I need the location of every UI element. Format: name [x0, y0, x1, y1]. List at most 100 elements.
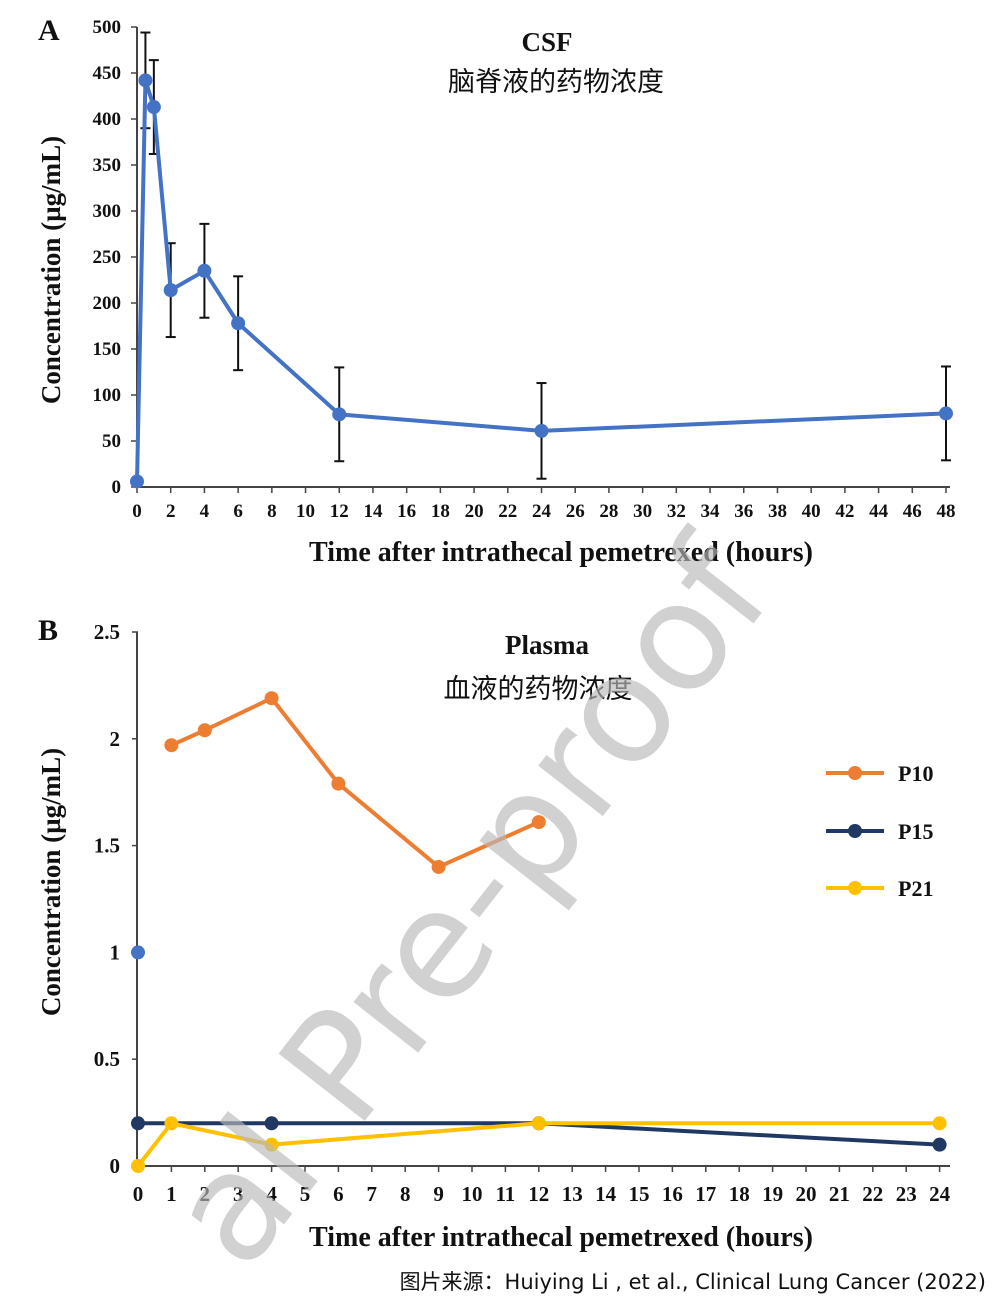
x-tick-label: 0 [132, 501, 142, 522]
y-tick-label: 350 [93, 155, 122, 176]
y-tick-label: 2 [110, 727, 121, 751]
x-tick-label: 5 [300, 1182, 311, 1206]
p10-legend-marker [848, 766, 862, 780]
x-tick-label: 20 [796, 1182, 817, 1206]
y-tick-label: 100 [93, 385, 122, 406]
y-tick-label: 500 [93, 17, 122, 38]
panel-a-label: A [38, 14, 60, 47]
x-tick-label: 17 [695, 1182, 716, 1206]
p21-data-point [164, 1116, 179, 1131]
p10-data-point [431, 859, 446, 874]
panel-a-subtitle: 脑脊液的药物浓度 [448, 67, 664, 98]
x-tick-label: 2 [200, 1182, 211, 1206]
x-tick-label: 38 [768, 501, 787, 522]
p10-legend-label: P10 [898, 761, 933, 786]
panel-b: B Plasma 血液的药物浓度 Concentration (µg/mL) T… [36, 614, 951, 1253]
x-tick-label: 12 [528, 1182, 549, 1206]
p15-data-point [932, 1137, 947, 1152]
x-tick-label: 21 [829, 1182, 850, 1206]
panel-b-legend: P10 P15 P21 [826, 761, 933, 901]
y-tick-label: 200 [93, 293, 122, 314]
x-tick-label: 20 [465, 501, 484, 522]
panel-b-subtitle: 血液的药物浓度 [444, 674, 633, 705]
y-tick-label: 1 [110, 940, 121, 964]
csf-data-point [231, 316, 246, 331]
p15-data-point [131, 1116, 145, 1131]
x-tick-label: 14 [595, 1182, 617, 1206]
x-tick-label: 8 [400, 1182, 411, 1206]
csf-data-point [197, 263, 212, 278]
panel-b-title: Plasma [505, 630, 589, 660]
x-tick-label: 4 [200, 501, 210, 522]
x-tick-label: 4 [266, 1182, 277, 1206]
x-tick-label: 42 [835, 501, 854, 522]
y-tick-label: 2.5 [94, 620, 120, 644]
x-tick-label: 11 [495, 1182, 515, 1206]
csf-data-point [534, 423, 549, 438]
x-tick-label: 28 [599, 501, 618, 522]
y-tick-label: 0 [110, 1154, 121, 1178]
x-tick-label: 34 [701, 501, 721, 522]
p21-legend-label: P21 [898, 876, 933, 901]
x-tick-label: 3 [233, 1182, 244, 1206]
x-tick-label: 24 [929, 1182, 951, 1206]
x-tick-label: 8 [267, 501, 277, 522]
panel-b-y-axis-label: Concentration (µg/mL) [36, 748, 66, 1016]
image-credit: 图片来源：Huiying Li , et al., Clinical Lung … [399, 1270, 986, 1294]
p21-legend-marker [848, 881, 862, 895]
p15-data-point [264, 1116, 279, 1131]
x-tick-label: 9 [433, 1182, 444, 1206]
x-tick-label: 30 [633, 501, 652, 522]
x-tick-label: 0 [133, 1182, 144, 1206]
x-tick-label: 16 [397, 501, 416, 522]
y-tick-label: 0 [112, 477, 122, 498]
panel-a: A CSF 脑脊液的药物浓度 Concentration (µg/mL) Tim… [36, 14, 956, 568]
x-tick-label: 24 [532, 501, 552, 522]
y-tick-label: 250 [93, 247, 122, 268]
p21-data-point [131, 1159, 145, 1173]
csf-data-point [146, 100, 161, 115]
p10-data-point [164, 738, 179, 753]
panel-a-y-axis-label: Concentration (µg/mL) [36, 136, 66, 404]
x-tick-label: 10 [296, 501, 315, 522]
x-tick-label: 48 [937, 501, 956, 522]
panel-b-x-axis-label: Time after intrathecal pemetrexed (hours… [309, 1222, 813, 1253]
x-tick-label: 6 [333, 1182, 344, 1206]
panel-a-title: CSF [521, 27, 572, 57]
csf-data-point [163, 283, 178, 298]
x-tick-label: 6 [233, 501, 243, 522]
p21-data-point [932, 1116, 947, 1131]
x-tick-label: 23 [896, 1182, 917, 1206]
x-tick-label: 22 [862, 1182, 883, 1206]
p21-data-point [531, 1116, 546, 1131]
p15-legend-marker [848, 824, 862, 838]
x-tick-label: 32 [667, 501, 686, 522]
y-tick-label: 450 [93, 63, 122, 84]
x-tick-label: 12 [330, 501, 349, 522]
x-tick-label: 46 [903, 501, 922, 522]
x-tick-label: 10 [462, 1182, 483, 1206]
x-tick-label: 22 [498, 501, 517, 522]
y-tick-label: 150 [93, 339, 122, 360]
x-tick-label: 40 [802, 501, 821, 522]
p21-data-point [264, 1137, 279, 1152]
watermark: al Pre-proof [135, 507, 806, 1297]
y-tick-label: 50 [102, 431, 121, 452]
csf-data-point [130, 474, 144, 489]
y-tick-label: 1.5 [94, 834, 120, 858]
panel-a-x-axis-label: Time after intrathecal pemetrexed (hours… [309, 537, 813, 568]
csf-data-point [332, 407, 347, 422]
p10-data-point [197, 723, 212, 738]
p10-data-point [531, 815, 546, 830]
p10-data-point [264, 691, 279, 706]
extra-data-point [131, 945, 145, 960]
x-tick-label: 36 [734, 501, 753, 522]
x-tick-label: 2 [166, 501, 176, 522]
csf-data-point [939, 406, 953, 421]
x-tick-label: 13 [562, 1182, 583, 1206]
x-tick-label: 1 [166, 1182, 177, 1206]
panel-b-label: B [38, 614, 58, 647]
x-tick-label: 19 [762, 1182, 783, 1206]
x-tick-label: 18 [431, 501, 450, 522]
